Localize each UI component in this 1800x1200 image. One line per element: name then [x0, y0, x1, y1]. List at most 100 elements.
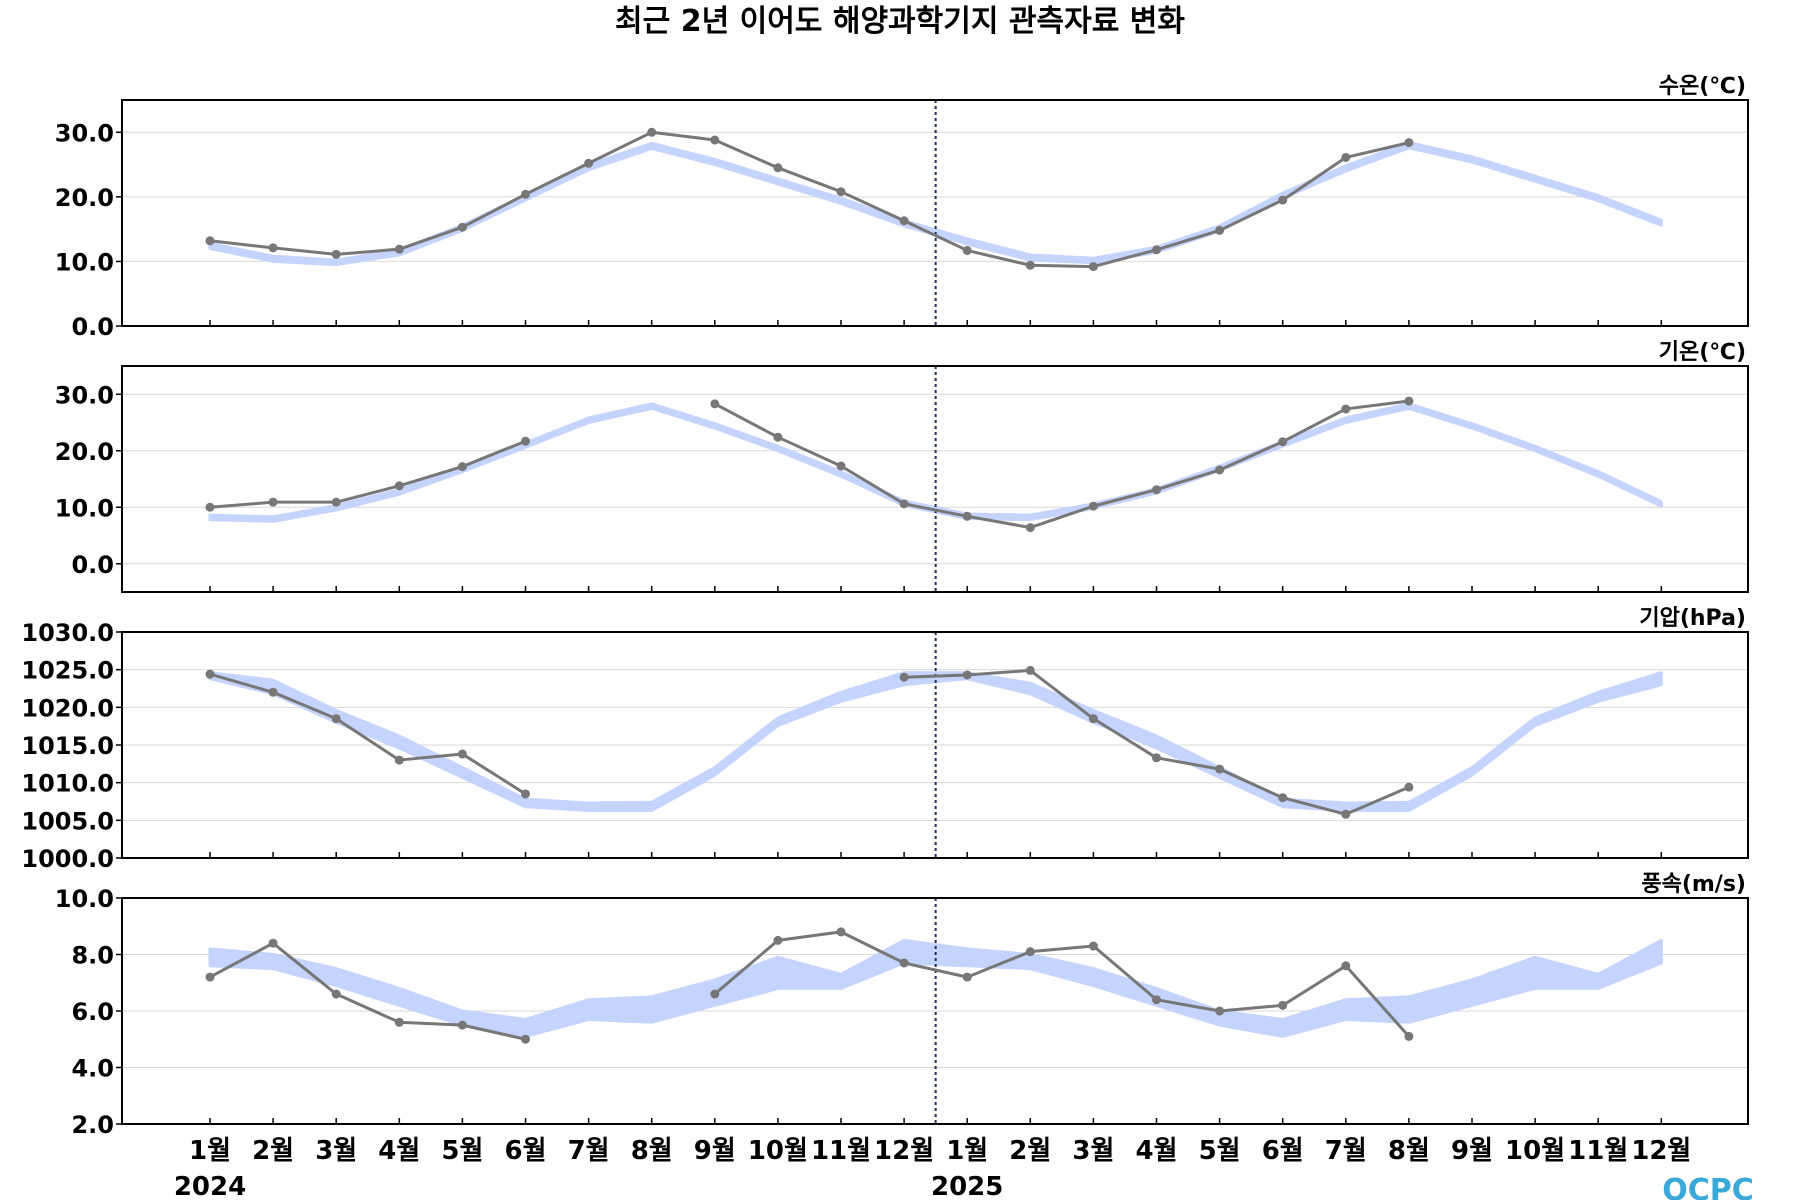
x-tick-label: 2월 — [252, 1136, 294, 1166]
x-tick-label: 10월 — [1505, 1136, 1565, 1166]
data-point — [1088, 941, 1098, 951]
data-point — [205, 502, 215, 512]
y-tick-label: 30.0 — [55, 381, 114, 409]
panel-unit-label: 기압(hPa) — [1639, 606, 1746, 631]
data-point — [457, 749, 467, 759]
x-tick-label: 5월 — [1199, 1136, 1241, 1166]
data-point — [1278, 1000, 1288, 1010]
data-point — [1278, 793, 1288, 803]
x-tick-label: 11월 — [811, 1136, 871, 1166]
data-point — [899, 216, 909, 226]
y-tick-label: 0.0 — [71, 551, 114, 579]
data-point — [1215, 764, 1225, 774]
data-point — [1025, 260, 1035, 270]
data-point — [1025, 947, 1035, 957]
y-tick-label: 1025.0 — [21, 657, 114, 685]
data-point — [773, 432, 783, 442]
data-point — [1025, 523, 1035, 533]
data-point — [394, 1017, 404, 1027]
y-tick-label: 1020.0 — [21, 694, 114, 722]
data-point — [268, 497, 278, 507]
data-point — [962, 245, 972, 255]
x-tick-label: 5월 — [441, 1136, 483, 1166]
panel-unit-label: 풍속(m/s) — [1641, 872, 1746, 897]
data-point — [899, 958, 909, 968]
normal-range-band — [208, 938, 1663, 1038]
data-point — [205, 972, 215, 982]
data-point — [331, 249, 341, 259]
data-point — [899, 499, 909, 509]
data-point — [268, 687, 278, 697]
y-tick-label: 1015.0 — [21, 732, 114, 760]
panel-4: 2.0 4.0 6.0 8.0 10.0 풍속(m/s) — [55, 872, 1749, 1139]
y-tick-label: 10.0 — [55, 494, 114, 522]
data-point — [1088, 714, 1098, 724]
observed-line — [209, 439, 527, 509]
data-point — [394, 755, 404, 765]
data-point — [962, 511, 972, 521]
ocpc-logo: OCPC — [1662, 1173, 1754, 1200]
y-tick-label: 2.0 — [71, 1111, 114, 1139]
data-point — [1341, 152, 1351, 162]
y-tick-label: 10.0 — [55, 248, 114, 276]
x-tick-label: 10월 — [748, 1136, 808, 1166]
x-tick-label: 12월 — [1631, 1136, 1691, 1166]
year-label: 2024 — [174, 1172, 246, 1200]
y-tick-label: 0.0 — [71, 313, 114, 341]
x-tick-label: 4월 — [1135, 1136, 1177, 1166]
chart-panels: 0.0 10.0 20.0 30.0 수온(℃) 0.0 10.0 20.0 30.0 기온(℃)… — [21, 74, 1749, 1139]
data-point — [1088, 501, 1098, 511]
data-point — [1404, 782, 1414, 792]
x-tick-label: 1월 — [946, 1136, 988, 1166]
y-tick-label: 6.0 — [71, 998, 114, 1026]
data-point — [394, 481, 404, 491]
x-tick-label: 8월 — [631, 1136, 673, 1166]
data-point — [1215, 465, 1225, 475]
x-tick-label: 3월 — [1072, 1136, 1114, 1166]
y-tick-label: 8.0 — [71, 942, 114, 970]
x-tick-label: 8월 — [1388, 1136, 1430, 1166]
data-point — [1152, 245, 1161, 255]
data-point — [773, 935, 783, 945]
x-tick-label: 7월 — [568, 1136, 610, 1166]
x-tick-label: 7월 — [1325, 1136, 1367, 1166]
data-point — [962, 670, 972, 680]
data-point — [1152, 485, 1161, 495]
data-point — [1341, 809, 1351, 819]
data-point — [647, 127, 657, 137]
panel-unit-label: 수온(℃) — [1659, 74, 1746, 99]
data-point — [205, 669, 215, 679]
x-tick-label: 11월 — [1568, 1136, 1628, 1166]
data-point — [584, 158, 594, 168]
observed-line — [209, 941, 526, 1041]
data-point — [394, 244, 404, 254]
normal-range-band — [208, 402, 1663, 523]
y-tick-label: 20.0 — [55, 438, 114, 466]
data-point — [521, 189, 530, 199]
data-point — [1152, 753, 1161, 763]
observed-line — [209, 672, 527, 796]
data-point — [1404, 138, 1414, 148]
data-point — [773, 163, 783, 173]
data-point — [331, 989, 341, 999]
x-tick-label: 6월 — [1262, 1136, 1304, 1166]
data-point — [205, 236, 215, 246]
data-point — [521, 789, 530, 799]
data-point — [1404, 1031, 1414, 1041]
panel-unit-label: 기온(℃) — [1659, 340, 1746, 365]
y-tick-label: 20.0 — [55, 184, 114, 212]
data-point — [1215, 1006, 1225, 1016]
data-point — [962, 972, 972, 982]
data-point — [521, 436, 530, 446]
y-tick-label: 10.0 — [55, 885, 114, 913]
panel-1: 0.0 10.0 20.0 30.0 수온(℃) — [55, 74, 1749, 341]
observed-line — [713, 930, 1411, 1038]
x-tick-label: 12월 — [874, 1136, 934, 1166]
x-tick-label: 9월 — [1451, 1136, 1493, 1166]
data-point — [836, 927, 846, 937]
normal-range-band — [208, 671, 1663, 813]
data-point — [1215, 225, 1225, 235]
data-point — [1278, 437, 1288, 447]
panel-frame — [121, 99, 1749, 327]
